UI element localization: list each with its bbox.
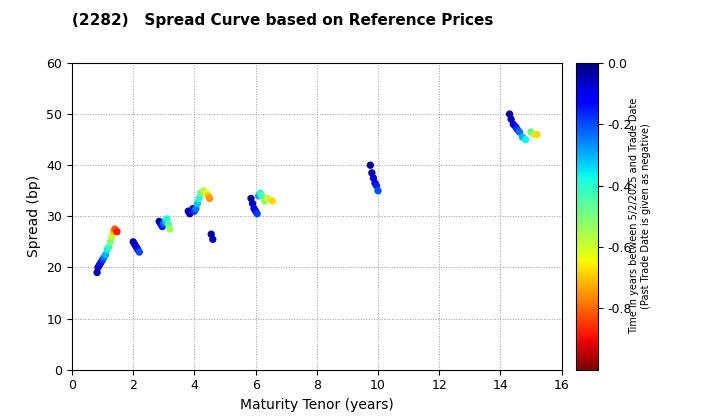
Point bbox=[517, 134, 528, 140]
Point bbox=[127, 239, 139, 245]
Text: (2282)   Spread Curve based on Reference Prices: (2282) Spread Curve based on Reference P… bbox=[72, 13, 493, 28]
Point bbox=[160, 218, 171, 225]
Point bbox=[368, 175, 379, 181]
Point bbox=[153, 218, 165, 225]
Point bbox=[262, 195, 274, 202]
Point bbox=[511, 126, 523, 133]
Point bbox=[102, 246, 113, 253]
Point bbox=[251, 210, 263, 217]
Point bbox=[129, 241, 140, 248]
Point bbox=[247, 200, 258, 207]
Point bbox=[163, 220, 174, 227]
Point bbox=[183, 208, 194, 215]
Y-axis label: Spread (bp): Spread (bp) bbox=[27, 175, 41, 257]
Point bbox=[204, 195, 215, 202]
Point bbox=[505, 116, 517, 123]
Point bbox=[366, 170, 378, 176]
Point bbox=[369, 180, 381, 186]
Point bbox=[531, 131, 543, 138]
Point bbox=[207, 236, 219, 243]
Point bbox=[107, 228, 119, 235]
Point bbox=[194, 190, 207, 197]
Point bbox=[198, 187, 210, 194]
Point bbox=[158, 220, 170, 227]
Point bbox=[104, 239, 116, 245]
Point bbox=[248, 205, 260, 212]
Point bbox=[513, 129, 525, 135]
Point bbox=[106, 234, 117, 240]
Point bbox=[92, 264, 104, 271]
Point bbox=[91, 269, 103, 276]
Point bbox=[103, 244, 114, 250]
Point bbox=[372, 187, 384, 194]
Point bbox=[190, 205, 202, 212]
Point bbox=[201, 190, 212, 197]
Point bbox=[95, 259, 107, 265]
Point bbox=[256, 192, 268, 199]
Point bbox=[189, 208, 200, 215]
Point bbox=[508, 121, 519, 128]
Point bbox=[156, 223, 168, 230]
Point bbox=[164, 226, 176, 232]
Point bbox=[250, 208, 261, 215]
Point bbox=[187, 205, 199, 212]
Point bbox=[246, 195, 257, 202]
Point bbox=[371, 182, 382, 189]
Point bbox=[202, 192, 214, 199]
Point bbox=[109, 226, 121, 232]
Point bbox=[205, 231, 217, 238]
Point bbox=[155, 220, 166, 227]
Point bbox=[520, 136, 531, 143]
Point bbox=[130, 244, 142, 250]
Point bbox=[504, 111, 516, 118]
Point bbox=[192, 200, 203, 207]
Y-axis label: Time in years between 5/2/2025 and Trade Date
(Past Trade Date is given as negat: Time in years between 5/2/2025 and Trade… bbox=[629, 98, 651, 334]
Point bbox=[161, 215, 173, 222]
Point bbox=[184, 210, 196, 217]
X-axis label: Maturity Tenor (years): Maturity Tenor (years) bbox=[240, 398, 394, 412]
Point bbox=[510, 123, 521, 130]
Point bbox=[99, 254, 110, 260]
Point bbox=[94, 262, 105, 268]
Point bbox=[100, 251, 112, 258]
Point bbox=[111, 228, 122, 235]
Point bbox=[254, 190, 266, 197]
Point bbox=[259, 197, 271, 204]
Point bbox=[528, 131, 540, 138]
Point bbox=[526, 129, 537, 135]
Point bbox=[134, 249, 145, 255]
Point bbox=[266, 197, 278, 204]
Point bbox=[132, 246, 143, 253]
Point bbox=[193, 195, 204, 202]
Point bbox=[253, 192, 264, 199]
Point bbox=[96, 256, 108, 263]
Point bbox=[186, 208, 197, 215]
Point bbox=[364, 162, 376, 168]
